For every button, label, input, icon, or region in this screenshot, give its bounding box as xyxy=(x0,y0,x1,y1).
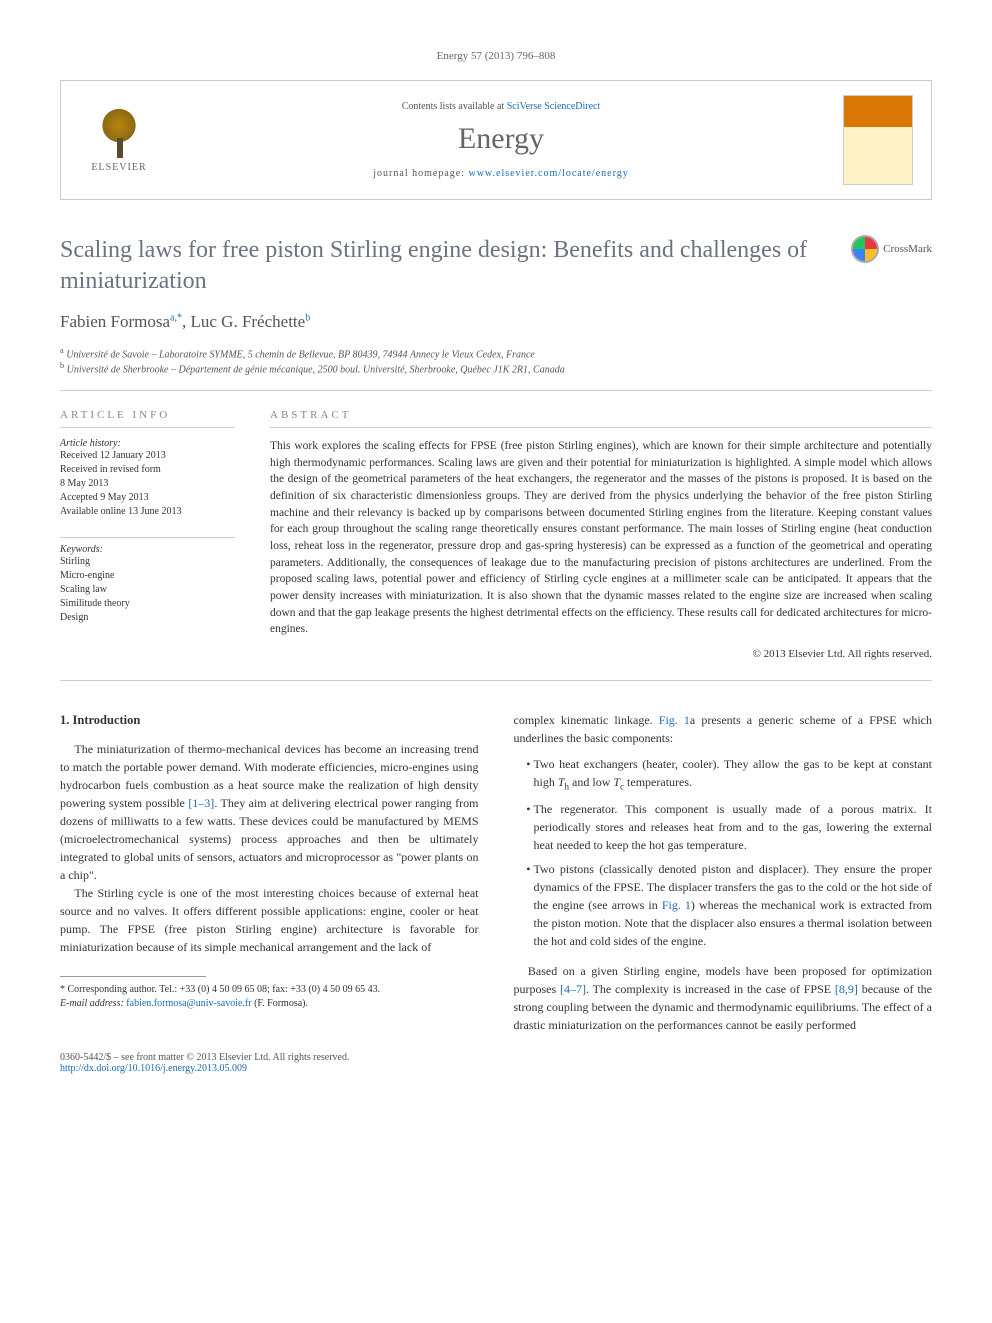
journal-cover-thumbnail xyxy=(843,95,913,185)
keyword-2: Scaling law xyxy=(60,583,235,597)
keywords-label: Keywords: xyxy=(60,537,235,555)
p3a: complex kinematic linkage. xyxy=(514,713,659,727)
p4: Based on a given Stirling engine, models… xyxy=(514,962,933,1034)
b1c: temperatures. xyxy=(624,775,692,789)
page: Energy 57 (2013) 796–808 ELSEVIER Conten… xyxy=(0,0,992,1124)
email-label: E-mail address: xyxy=(60,998,126,1009)
history-label: Article history: xyxy=(60,438,235,449)
intro-heading: 1. Introduction xyxy=(60,711,479,730)
sciencedirect-link[interactable]: SciVerse ScienceDirect xyxy=(507,101,601,112)
footer-left: 0360-5442/$ – see front matter © 2013 El… xyxy=(60,1052,349,1074)
email-footnote: E-mail address: fabien.formosa@univ-savo… xyxy=(60,997,479,1011)
elsevier-tree-icon xyxy=(94,108,144,158)
keywords-block: Keywords: Stirling Micro-engine Scaling … xyxy=(60,537,235,625)
history-revised-1: Received in revised form xyxy=(60,463,235,477)
abstract-copyright: © 2013 Elsevier Ltd. All rights reserved… xyxy=(270,648,932,660)
keyword-1: Micro-engine xyxy=(60,569,235,583)
ref-4-7[interactable]: [4–7] xyxy=(560,982,586,996)
citation-header: Energy 57 (2013) 796–808 xyxy=(60,50,932,62)
header-center: Contents lists available at SciVerse Sci… xyxy=(159,101,843,179)
article-info-heading: ARTICLE INFO xyxy=(60,409,235,428)
info-abstract-row: ARTICLE INFO Article history: Received 1… xyxy=(60,409,932,681)
homepage-link[interactable]: www.elsevier.com/locate/energy xyxy=(468,168,628,179)
fig-1-link[interactable]: Fig. 1 xyxy=(659,713,690,727)
email-suffix: (F. Formosa). xyxy=(252,998,308,1009)
keyword-0: Stirling xyxy=(60,555,235,569)
affiliation-b-text: Université de Sherbrooke – Département d… xyxy=(67,364,565,375)
article-info: ARTICLE INFO Article history: Received 1… xyxy=(60,409,235,660)
journal-header-box: ELSEVIER Contents lists available at Sci… xyxy=(60,80,932,200)
affiliations: a Université de Savoie – Laboratoire SYM… xyxy=(60,346,932,391)
author-1-corr: * xyxy=(177,313,182,324)
affiliation-a-text: Université de Savoie – Laboratoire SYMME… xyxy=(66,350,535,361)
component-list: Two heat exchangers (heater, cooler). Th… xyxy=(534,755,933,950)
intro-p2: The Stirling cycle is one of the most in… xyxy=(60,884,479,956)
authors-line: Fabien Formosaa,*, Luc G. Fréchetteb xyxy=(60,312,932,332)
abstract-heading: ABSTRACT xyxy=(270,409,932,428)
author-1: Fabien Formosa xyxy=(60,312,170,331)
homepage-line: journal homepage: www.elsevier.com/locat… xyxy=(159,168,843,179)
list-item-pistons: Two pistons (classically denoted piston … xyxy=(534,860,933,950)
author-2: Luc G. Fréchette xyxy=(190,312,305,331)
list-item-regenerator: The regenerator. This component is usual… xyxy=(534,800,933,854)
crossmark-label: CrossMark xyxy=(883,243,932,255)
article-title: Scaling laws for free piston Stirling en… xyxy=(60,235,851,297)
email-link[interactable]: fabien.formosa@univ-savoie.fr xyxy=(126,998,251,1009)
abstract-column: ABSTRACT This work explores the scaling … xyxy=(270,409,932,660)
list-item-heat-exchangers: Two heat exchangers (heater, cooler). Th… xyxy=(534,755,933,794)
crossmark-badge[interactable]: CrossMark xyxy=(851,235,932,263)
contents-prefix: Contents lists available at xyxy=(402,101,507,112)
affiliation-a: a Université de Savoie – Laboratoire SYM… xyxy=(60,346,932,360)
history-revised-2: 8 May 2013 xyxy=(60,477,235,491)
intro-p1: The miniaturization of thermo-mechanical… xyxy=(60,740,479,884)
elsevier-logo: ELSEVIER xyxy=(79,108,159,173)
body-columns: 1. Introduction The miniaturization of t… xyxy=(60,711,932,1034)
doi-link[interactable]: http://dx.doi.org/10.1016/j.energy.2013.… xyxy=(60,1063,349,1074)
fig-1-link-2[interactable]: Fig. 1 xyxy=(662,898,691,912)
crossmark-icon xyxy=(851,235,879,263)
author-2-affil: b xyxy=(305,313,310,324)
keyword-3: Similitude theory xyxy=(60,597,235,611)
journal-name: Energy xyxy=(159,122,843,156)
footnote-separator xyxy=(60,976,206,977)
b1-th: T xyxy=(558,775,565,789)
footer-line: 0360-5442/$ – see front matter © 2013 El… xyxy=(60,1052,932,1074)
history-online: Available online 13 June 2013 xyxy=(60,505,235,519)
ref-8-9[interactable]: [8,9] xyxy=(835,982,858,996)
p3: complex kinematic linkage. Fig. 1a prese… xyxy=(514,711,933,747)
front-matter: 0360-5442/$ – see front matter © 2013 El… xyxy=(60,1052,349,1063)
keyword-4: Design xyxy=(60,611,235,625)
contents-line: Contents lists available at SciVerse Sci… xyxy=(159,101,843,112)
author-1-affil: a, xyxy=(170,313,177,324)
history-received: Received 12 January 2013 xyxy=(60,449,235,463)
left-column: 1. Introduction The miniaturization of t… xyxy=(60,711,479,1034)
right-column: complex kinematic linkage. Fig. 1a prese… xyxy=(514,711,933,1034)
publisher-name: ELSEVIER xyxy=(91,162,146,173)
ref-1-3[interactable]: [1–3] xyxy=(188,796,214,810)
corresponding-footnote: * Corresponding author. Tel.: +33 (0) 4 … xyxy=(60,983,479,997)
b1b: and low xyxy=(569,775,613,789)
affiliation-b: b Université de Sherbrooke – Département… xyxy=(60,361,932,375)
p4b: . The complexity is increased in the cas… xyxy=(586,982,835,996)
history-accepted: Accepted 9 May 2013 xyxy=(60,491,235,505)
homepage-prefix: journal homepage: xyxy=(373,168,468,179)
abstract-text: This work explores the scaling effects f… xyxy=(270,438,932,638)
title-row: Scaling laws for free piston Stirling en… xyxy=(60,235,932,297)
